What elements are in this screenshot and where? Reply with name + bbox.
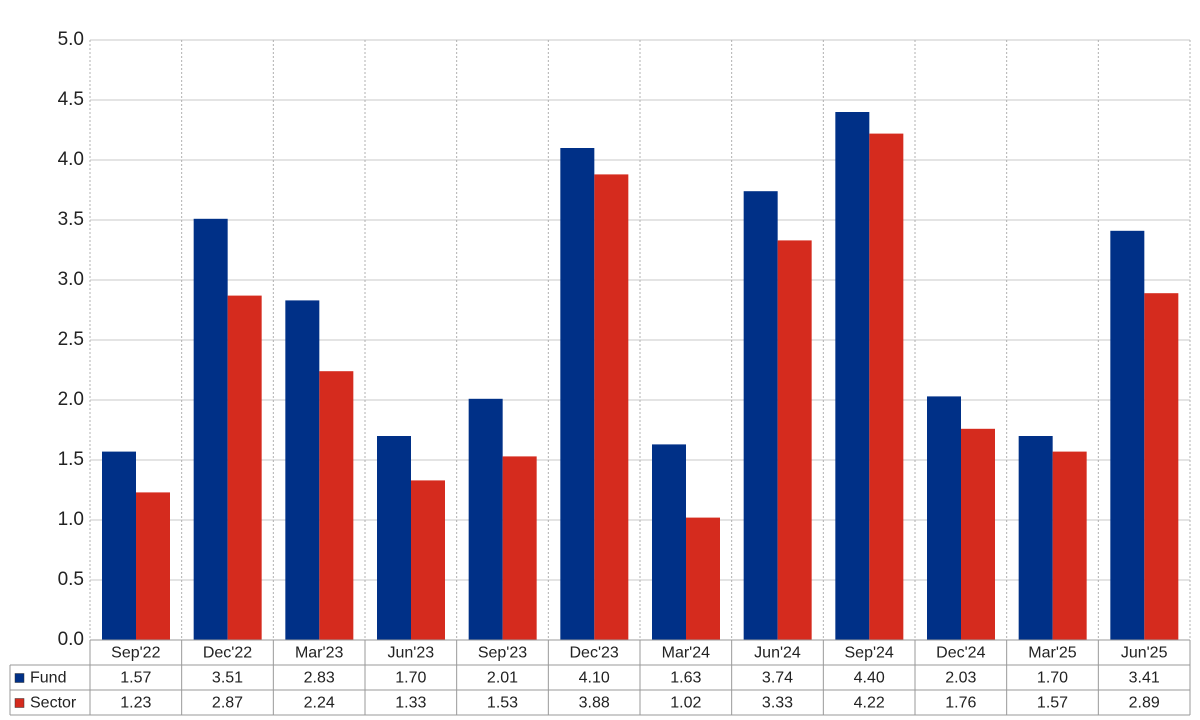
bar [1110, 230, 1145, 641]
table-value: 1.23 [120, 695, 151, 712]
x-tick-label: Dec'23 [570, 645, 619, 662]
x-tick-label: Dec'22 [203, 645, 252, 662]
table-value: 1.76 [945, 695, 976, 712]
x-tick-label: Sep'23 [478, 645, 527, 662]
y-tick-label: 1.5 [58, 449, 84, 470]
x-tick-label: Jun'25 [1121, 645, 1168, 662]
y-tick-label: 3.5 [58, 209, 84, 230]
table-value: 1.57 [1037, 695, 1068, 712]
table-value: 4.22 [854, 695, 885, 712]
bar [835, 112, 870, 640]
table-value: 2.03 [945, 670, 976, 687]
y-tick-label: 4.0 [58, 149, 84, 170]
bar [285, 300, 320, 640]
table-value: 1.63 [670, 670, 701, 687]
table-value: 3.74 [762, 670, 793, 687]
bar [377, 436, 411, 640]
bar [193, 218, 228, 641]
bar [411, 480, 445, 640]
bar [319, 371, 354, 640]
table-value: 3.88 [579, 695, 610, 712]
table-value: 1.33 [395, 695, 426, 712]
table-value: 4.40 [854, 670, 885, 687]
table-value: 1.02 [670, 695, 701, 712]
table-value: 2.89 [1129, 695, 1160, 712]
y-tick-label: 5.0 [58, 29, 84, 50]
y-tick-label: 3.0 [58, 269, 84, 290]
bar [777, 240, 812, 640]
table-value: 1.70 [395, 670, 426, 687]
y-tick-label: 0.5 [58, 569, 84, 590]
legend-swatch [14, 673, 25, 683]
x-tick-label: Sep'22 [111, 645, 160, 662]
bar [927, 396, 961, 640]
bar [1018, 436, 1053, 640]
bar [686, 517, 720, 640]
table-value: 2.87 [212, 695, 243, 712]
y-tick-label: 4.5 [58, 89, 84, 110]
x-tick-label: Jun'23 [388, 645, 435, 662]
bar [652, 444, 686, 640]
bar [869, 133, 904, 640]
bar [227, 295, 262, 640]
legend-label: Sector [30, 695, 77, 712]
table-value: 1.70 [1037, 670, 1068, 687]
table-value: 1.57 [120, 670, 151, 687]
legend-swatch [14, 698, 25, 708]
bar [594, 174, 629, 640]
table-value: 1.53 [487, 695, 518, 712]
table-value: 3.41 [1129, 670, 1160, 687]
bar [560, 148, 595, 640]
table-value: 2.83 [304, 670, 335, 687]
bar [502, 456, 537, 640]
x-tick-label: Jun'24 [754, 645, 801, 662]
x-tick-label: Mar'23 [295, 645, 344, 662]
bar [743, 191, 778, 640]
table-value: 4.10 [579, 670, 610, 687]
legend-label: Fund [30, 670, 66, 687]
y-tick-label: 2.0 [58, 389, 84, 410]
x-tick-label: Dec'24 [936, 645, 985, 662]
x-tick-label: Mar'25 [1028, 645, 1077, 662]
table-value: 2.01 [487, 670, 518, 687]
y-tick-label: 1.0 [58, 509, 84, 530]
bar [136, 492, 170, 640]
bar [468, 398, 503, 640]
y-tick-label: 2.5 [58, 329, 84, 350]
x-tick-label: Mar'24 [662, 645, 711, 662]
bar [961, 428, 995, 640]
bar [1052, 451, 1087, 640]
table-value: 2.24 [304, 695, 335, 712]
bar [1144, 293, 1179, 640]
y-tick-label: 0.0 [58, 629, 84, 650]
table-value: 3.51 [212, 670, 243, 687]
table-value: 3.33 [762, 695, 793, 712]
x-tick-label: Sep'24 [845, 645, 894, 662]
bar [102, 451, 136, 640]
